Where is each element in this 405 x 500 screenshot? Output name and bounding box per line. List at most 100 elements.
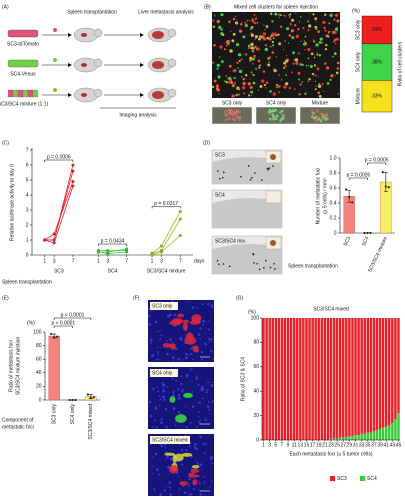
- p-value: p = 0.0434: [101, 238, 125, 244]
- arrow-head: [140, 93, 144, 97]
- label-box: [150, 436, 190, 444]
- nucleus: [154, 452, 158, 456]
- nucleus: [211, 400, 215, 403]
- cell-cluster: [247, 44, 251, 48]
- tumor-cells: [169, 396, 176, 403]
- cell-cluster: [251, 50, 255, 53]
- bar-segment: [363, 433, 366, 440]
- data-point: [92, 396, 95, 399]
- cell-cluster: [312, 13, 315, 16]
- bar-segment: [360, 433, 363, 440]
- cell-cluster: [214, 15, 216, 17]
- bar-segment: [357, 435, 360, 440]
- cell-cluster: [234, 15, 237, 18]
- liver: [152, 31, 164, 39]
- value-label: 29%: [372, 27, 383, 33]
- cell-cluster: [242, 78, 246, 81]
- nucleus: [166, 465, 170, 469]
- nucleus: [172, 407, 176, 411]
- nucleus: [201, 468, 203, 470]
- y-axis-label: Ratio of metastasis foci: [8, 340, 14, 392]
- nucleus: [162, 383, 166, 387]
- cell-cluster: [318, 53, 322, 57]
- panel-label: (A): [2, 4, 9, 10]
- cell: [238, 110, 241, 114]
- tumor-cells: [164, 452, 176, 456]
- cell-cluster: [215, 84, 219, 88]
- cell-cluster: [307, 57, 310, 60]
- cell-cluster: [258, 66, 261, 69]
- nucleus: [185, 374, 189, 378]
- cell-cluster: [307, 47, 311, 52]
- nucleus: [191, 306, 195, 309]
- cell-cluster: [258, 37, 261, 41]
- cell-cluster: [220, 13, 224, 17]
- x-tick-label: 7: [281, 442, 284, 448]
- label: Mixed cell clusters for spleen injection: [234, 4, 318, 10]
- cell-cluster: [327, 30, 330, 33]
- cell-cluster: [272, 44, 275, 47]
- y-tick-label: 0.8: [330, 170, 337, 176]
- cell-cluster: [240, 22, 243, 24]
- cell-cluster: [238, 69, 243, 74]
- cell-cluster: [289, 23, 292, 26]
- cell-cluster: [249, 86, 253, 89]
- cell-cluster: [300, 40, 302, 42]
- cell-cluster: [329, 31, 331, 33]
- nucleus: [149, 400, 152, 403]
- nucleus: [149, 414, 153, 418]
- cell-cluster: [298, 93, 301, 96]
- cell-cluster: [238, 59, 241, 62]
- cell-cluster: [253, 21, 257, 25]
- cell: [224, 110, 227, 113]
- cell-cluster: [277, 33, 280, 36]
- bar-segment: [394, 318, 397, 420]
- x-tick-label: 3: [53, 258, 56, 264]
- cell-cluster: [217, 75, 221, 79]
- y-tick-label: 1: [26, 237, 29, 243]
- cell: [321, 115, 324, 119]
- cell-cluster: [250, 42, 254, 46]
- cell: [281, 109, 284, 113]
- cell-cluster: [315, 85, 317, 87]
- p-value: p = 0.0006: [47, 154, 71, 160]
- cell-cluster: [288, 16, 291, 18]
- tumor-cells: [183, 392, 193, 399]
- cell-cluster: [316, 53, 318, 56]
- cell-cluster: [238, 53, 242, 57]
- cell-cluster: [334, 52, 337, 55]
- nucleus: [156, 386, 158, 388]
- data-point: [86, 393, 89, 396]
- nucleus: [180, 375, 183, 378]
- x-tick-label: 27: [340, 442, 346, 448]
- cell-cluster: [231, 84, 235, 88]
- cell-cluster: [251, 19, 255, 23]
- x-tick-label: 19: [316, 442, 322, 448]
- nucleus: [203, 320, 206, 323]
- cell-cluster: [329, 78, 332, 81]
- p-value: p = 0.0026: [346, 172, 370, 178]
- nucleus: [174, 420, 176, 423]
- cell-cluster: [254, 38, 257, 40]
- bar-segment: [332, 438, 336, 440]
- cell-cluster: [250, 32, 253, 35]
- cell-cluster: [327, 35, 330, 38]
- tumor-cells: [184, 336, 197, 345]
- cell-cluster: [332, 30, 336, 34]
- cell-cluster: [324, 29, 327, 32]
- cell-cluster: [267, 57, 270, 60]
- bar-segment: [332, 318, 336, 439]
- bar-segment: [369, 318, 373, 433]
- bar-segment: [296, 318, 299, 440]
- point: [96, 250, 100, 254]
- legend-label: SC3: [337, 476, 347, 482]
- culture-dish: [22, 89, 29, 98]
- cell-cluster: [262, 70, 266, 73]
- cell-cluster: [274, 33, 278, 37]
- cell-cluster: [228, 80, 232, 84]
- cell-cluster: [294, 58, 299, 62]
- cells: [53, 88, 57, 92]
- nucleus: [154, 490, 156, 492]
- bar-segment: [302, 318, 305, 440]
- cell-cluster: [254, 67, 258, 71]
